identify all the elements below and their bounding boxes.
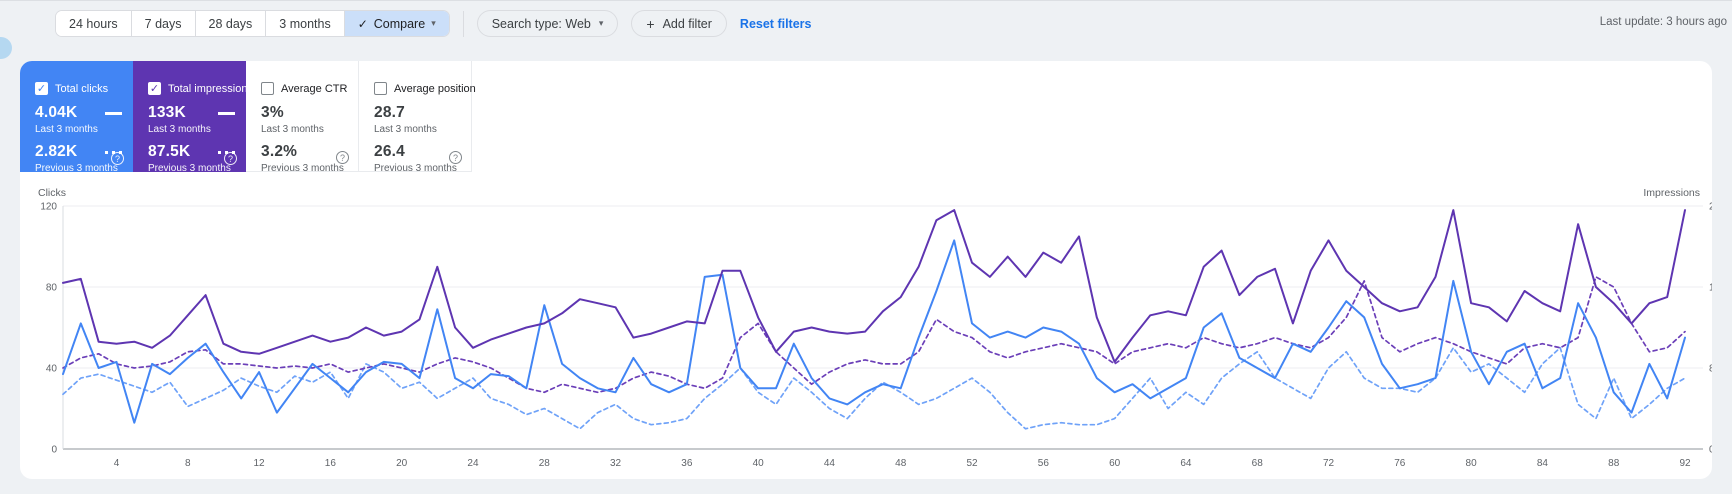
current-value: 3% — [261, 104, 284, 121]
svg-text:92: 92 — [1679, 458, 1691, 469]
svg-text:52: 52 — [966, 458, 978, 469]
metric-label: Total impressions — [168, 82, 253, 95]
chart-line-clicks-last-3-months — [62, 239, 1686, 424]
help-icon[interactable]: ? — [449, 151, 462, 164]
compare-label: Compare — [373, 16, 426, 31]
date-range-24-hours[interactable]: 24 hours — [56, 11, 131, 36]
svg-text:2.4K: 2.4K — [1709, 202, 1712, 213]
svg-text:48: 48 — [895, 458, 907, 469]
svg-text:60: 60 — [1109, 458, 1121, 469]
previous-value: 26.4 — [374, 143, 405, 160]
date-range-3-months[interactable]: 3 months — [265, 11, 344, 36]
metric-tiles: ✓ Total clicks 4.04K Last 3 months 2.82K… — [20, 61, 1712, 174]
add-filter-label: Add filter — [662, 16, 712, 31]
add-filter-button[interactable]: + Add filter — [631, 10, 727, 37]
svg-text:80: 80 — [1466, 458, 1478, 469]
date-range-28-days[interactable]: 28 days — [194, 11, 266, 36]
help-icon[interactable]: ? — [336, 151, 349, 164]
total-impressions-checkbox[interactable]: ✓ — [148, 82, 161, 95]
search-type-label: Search type: Web — [491, 16, 591, 31]
chevron-down-icon: ▾ — [431, 18, 436, 28]
svg-text:76: 76 — [1394, 458, 1406, 469]
previous-value: 2.82K — [35, 143, 78, 160]
current-line-mark-icon — [105, 111, 122, 115]
svg-text:20: 20 — [396, 458, 408, 469]
svg-text:72: 72 — [1323, 458, 1335, 469]
reset-filters-link[interactable]: Reset filters — [739, 16, 812, 31]
svg-text:120: 120 — [40, 202, 57, 213]
svg-text:68: 68 — [1252, 458, 1264, 469]
svg-text:1.6K: 1.6K — [1709, 283, 1712, 294]
date-range-7-days[interactable]: 7 days — [130, 11, 195, 36]
help-icon[interactable]: ? — [111, 152, 124, 165]
average-ctr-checkbox[interactable] — [261, 82, 274, 95]
current-period-label: Last 3 months — [148, 124, 211, 135]
metric-label: Total clicks — [55, 82, 109, 95]
performance-card: ✓ Total clicks 4.04K Last 3 months 2.82K… — [20, 61, 1712, 479]
metric-tile-average-ctr[interactable]: Average CTR 3% Last 3 months 3.2% Previo… — [246, 61, 359, 174]
search-type-dropdown[interactable]: Search type: Web ▾ — [476, 10, 619, 37]
metric-label: Average CTR — [281, 82, 348, 95]
svg-text:12: 12 — [254, 458, 266, 469]
toolbar-divider — [462, 10, 464, 37]
previous-period-label: Previous 3 months — [261, 163, 344, 174]
help-icon[interactable]: ? — [224, 152, 237, 165]
current-period-label: Last 3 months — [35, 124, 98, 135]
current-line-mark-icon — [218, 111, 235, 115]
svg-text:24: 24 — [467, 458, 479, 469]
current-period-label: Last 3 months — [261, 124, 324, 135]
previous-period-label: Previous 3 months — [374, 163, 457, 174]
chart-line-impressions-previous-3-months — [62, 276, 1686, 394]
current-value: 133K — [148, 104, 186, 121]
average-position-checkbox[interactable] — [374, 82, 387, 95]
last-update-text: Last update: 3 hours ago — [1599, 16, 1727, 28]
svg-text:28: 28 — [539, 458, 551, 469]
right-axis-title: Impressions — [1643, 187, 1700, 199]
previous-value: 3.2% — [261, 143, 298, 160]
svg-text:32: 32 — [610, 458, 622, 469]
svg-text:44: 44 — [824, 458, 836, 469]
svg-text:40: 40 — [46, 364, 58, 375]
svg-text:0: 0 — [1709, 445, 1712, 456]
page-edge-decoration — [0, 37, 12, 59]
metric-label: Average position — [394, 82, 476, 95]
svg-text:4: 4 — [114, 458, 120, 469]
total-clicks-checkbox[interactable]: ✓ — [35, 82, 48, 95]
svg-text:8: 8 — [185, 458, 191, 469]
filter-toolbar: 24 hours 7 days 28 days 3 months ✓ Compa… — [55, 10, 811, 37]
svg-text:16: 16 — [325, 458, 337, 469]
current-value: 4.04K — [35, 104, 78, 121]
previous-value: 87.5K — [148, 143, 191, 160]
previous-period-label: Previous 3 months — [35, 163, 118, 174]
previous-period-label: Previous 3 months — [148, 163, 231, 174]
svg-text:88: 88 — [1608, 458, 1620, 469]
svg-text:64: 64 — [1180, 458, 1192, 469]
performance-chart: 0040800801.6K1202.4K48121620242832364044… — [40, 202, 1712, 470]
chart-line-impressions-last-3-months — [62, 209, 1686, 363]
metric-tile-total-clicks[interactable]: ✓ Total clicks 4.04K Last 3 months 2.82K… — [20, 61, 133, 174]
left-axis-title: Clicks — [38, 187, 66, 199]
current-value: 28.7 — [374, 104, 405, 121]
chevron-down-icon: ▾ — [598, 18, 604, 28]
check-icon: ✓ — [357, 16, 368, 31]
plus-icon: + — [646, 15, 655, 32]
current-period-label: Last 3 months — [374, 124, 437, 135]
svg-text:80: 80 — [46, 283, 58, 294]
svg-text:56: 56 — [1038, 458, 1050, 469]
svg-text:800: 800 — [1709, 364, 1712, 375]
chart-line-clicks-previous-3-months — [62, 346, 1686, 430]
svg-text:0: 0 — [51, 445, 57, 456]
compare-toggle[interactable]: ✓ Compare ▾ — [343, 11, 449, 36]
date-range-selector: 24 hours 7 days 28 days 3 months ✓ Compa… — [55, 10, 450, 37]
svg-text:36: 36 — [681, 458, 693, 469]
metric-tile-average-position[interactable]: Average position 28.7 Last 3 months 26.4… — [359, 61, 476, 174]
metric-tile-total-impressions[interactable]: ✓ Total impressions 133K Last 3 months 8… — [133, 61, 253, 174]
svg-text:84: 84 — [1537, 458, 1549, 469]
svg-text:40: 40 — [753, 458, 765, 469]
